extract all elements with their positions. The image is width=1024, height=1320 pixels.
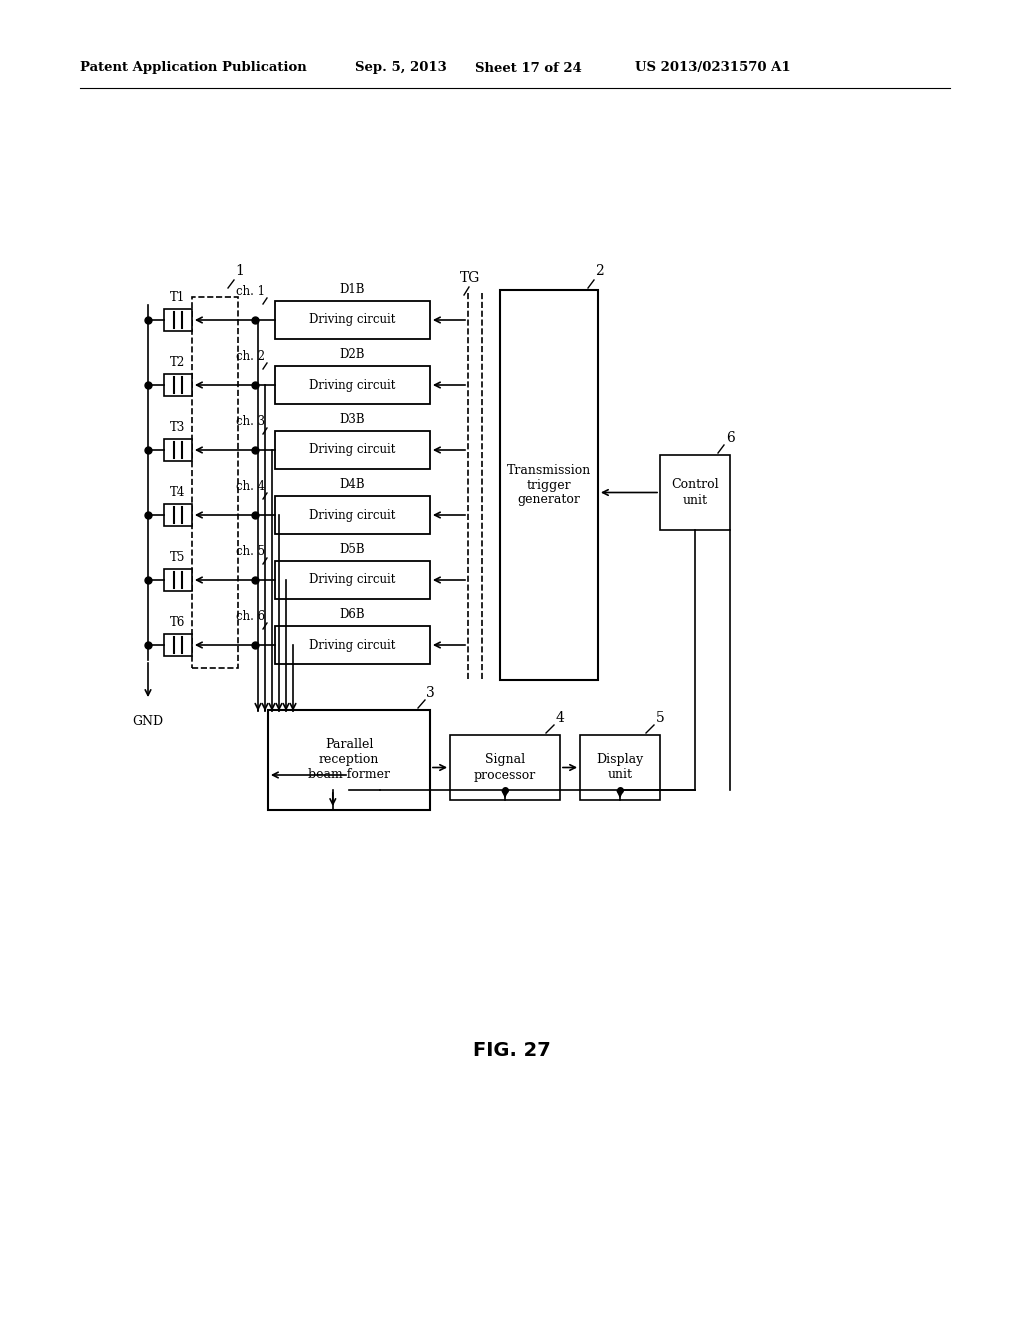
Text: ch. 4: ch. 4 [236, 480, 265, 492]
Bar [268, 710, 430, 810]
Text: Transmission
trigger
generator: Transmission trigger generator [507, 463, 591, 507]
Text: D4B: D4B [340, 478, 366, 491]
Text: ch. 5: ch. 5 [236, 545, 265, 558]
Bar [450, 735, 560, 800]
Text: ch. 2: ch. 2 [236, 350, 265, 363]
Text: GND: GND [132, 715, 164, 729]
Bar [275, 366, 430, 404]
Text: Parallel
reception
beam former: Parallel reception beam former [308, 738, 390, 781]
Text: T1: T1 [170, 290, 185, 304]
Text: Display
unit: Display unit [596, 754, 644, 781]
Bar [164, 440, 193, 461]
Bar [164, 374, 193, 396]
Bar [275, 561, 430, 599]
Text: Driving circuit: Driving circuit [309, 444, 395, 457]
Bar [275, 432, 430, 469]
Bar [164, 309, 193, 331]
Text: TG: TG [460, 271, 480, 285]
Text: Signal
processor: Signal processor [474, 754, 537, 781]
Text: Control
unit: Control unit [671, 479, 719, 507]
Text: FIG. 27: FIG. 27 [473, 1040, 551, 1060]
Bar [164, 504, 193, 525]
Text: T6: T6 [170, 616, 185, 630]
Text: Patent Application Publication: Patent Application Publication [80, 62, 307, 74]
Text: 1: 1 [234, 264, 244, 279]
Text: Driving circuit: Driving circuit [309, 508, 395, 521]
Text: US 2013/0231570 A1: US 2013/0231570 A1 [635, 62, 791, 74]
Text: 3: 3 [426, 686, 435, 700]
Bar [193, 297, 238, 668]
Text: ch. 6: ch. 6 [236, 610, 265, 623]
Text: Driving circuit: Driving circuit [309, 639, 395, 652]
Text: D5B: D5B [340, 543, 366, 556]
Bar [500, 290, 598, 680]
Bar [275, 301, 430, 339]
Bar [275, 626, 430, 664]
Text: Sheet 17 of 24: Sheet 17 of 24 [475, 62, 582, 74]
Text: 4: 4 [556, 711, 565, 725]
Bar [660, 455, 730, 531]
Text: D2B: D2B [340, 348, 366, 360]
Text: ch. 1: ch. 1 [236, 285, 265, 298]
Text: 2: 2 [595, 264, 604, 279]
Text: D6B: D6B [340, 609, 366, 620]
Text: Sep. 5, 2013: Sep. 5, 2013 [355, 62, 446, 74]
Text: T5: T5 [170, 550, 185, 564]
Text: D3B: D3B [340, 413, 366, 426]
Bar [164, 634, 193, 656]
Text: T4: T4 [170, 486, 185, 499]
Text: D1B: D1B [340, 282, 366, 296]
Text: 5: 5 [656, 711, 665, 725]
Text: Driving circuit: Driving circuit [309, 573, 395, 586]
Text: Driving circuit: Driving circuit [309, 314, 395, 326]
Bar [580, 735, 660, 800]
Text: T3: T3 [170, 421, 185, 434]
Text: Driving circuit: Driving circuit [309, 379, 395, 392]
Text: T2: T2 [170, 356, 185, 370]
Bar [275, 496, 430, 535]
Bar [164, 569, 193, 591]
Text: ch. 3: ch. 3 [236, 414, 265, 428]
Text: 6: 6 [726, 432, 735, 445]
